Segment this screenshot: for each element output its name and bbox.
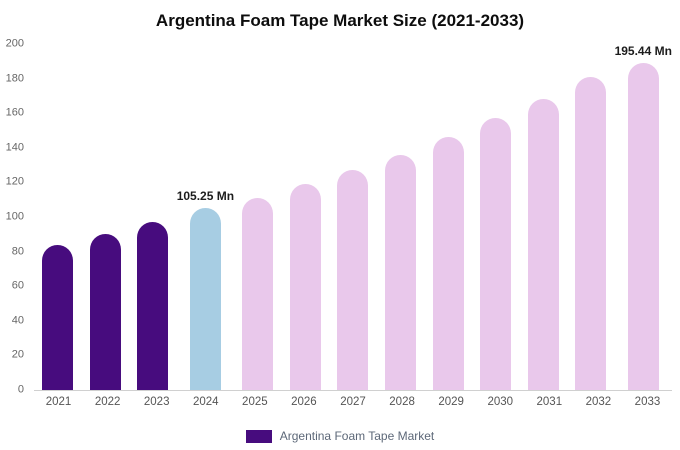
plot-area: 105.25 Mn 195.44 Mn bbox=[34, 44, 672, 391]
x-tick-label-2033: 2033 bbox=[634, 396, 661, 408]
y-tick-label: 60 bbox=[11, 279, 24, 292]
y-axis: 0 20 40 60 80 100 120 140 160 180 200 bbox=[0, 38, 30, 395]
bar-value-label-2024: 105.25 Mn bbox=[176, 188, 235, 203]
bar-column-2028 bbox=[377, 44, 425, 390]
bar-2028 bbox=[385, 154, 417, 390]
legend-label: Argentina Foam Tape Market bbox=[279, 429, 435, 443]
x-tick-label-2021: 2021 bbox=[45, 396, 72, 408]
x-tick-label-2024: 2024 bbox=[192, 396, 219, 408]
y-tick-label: 200 bbox=[5, 37, 24, 50]
x-tick-label-2030: 2030 bbox=[487, 396, 514, 408]
x-tick-label-2032: 2032 bbox=[585, 396, 612, 408]
bar-column-2032 bbox=[567, 44, 615, 390]
chart-title: Argentina Foam Tape Market Size (2021-20… bbox=[155, 11, 525, 30]
y-tick-label: 140 bbox=[5, 141, 24, 154]
bar-2024 bbox=[189, 207, 221, 390]
y-tick-label: 120 bbox=[5, 175, 24, 188]
y-tick-label: 100 bbox=[5, 210, 24, 223]
bar-2022 bbox=[89, 234, 121, 390]
legend-swatch bbox=[245, 429, 272, 443]
bar-value-label-2033: 195.44 Mn bbox=[614, 44, 672, 58]
bar-column-2022 bbox=[82, 44, 130, 390]
y-tick-label: 40 bbox=[11, 314, 24, 327]
x-tick-label-2026: 2026 bbox=[291, 396, 317, 408]
x-tick-label-2028: 2028 bbox=[389, 396, 415, 408]
bar-2027 bbox=[337, 170, 369, 390]
bar-2029 bbox=[432, 137, 464, 390]
bar-2025 bbox=[242, 197, 274, 390]
bar-2031 bbox=[527, 99, 559, 390]
bar-2032 bbox=[575, 76, 607, 390]
x-axis: 2021 2022 2023 2024 2025 2026 2027 2028 2029 2030… bbox=[34, 396, 672, 408]
bar-column-2024: 105.25 Mn bbox=[177, 44, 234, 390]
x-tick-label-2025: 2025 bbox=[242, 396, 268, 408]
y-tick-label: 20 bbox=[11, 348, 24, 361]
y-tick-label: 0 bbox=[17, 383, 24, 396]
bar-column-2026 bbox=[282, 44, 330, 390]
bar-2030 bbox=[480, 118, 512, 390]
y-tick-label: 160 bbox=[5, 106, 24, 119]
legend: Argentina Foam Tape Market bbox=[0, 429, 680, 443]
bar-2033 bbox=[627, 63, 659, 390]
bars-area: 105.25 Mn 195.44 Mn bbox=[34, 44, 672, 390]
bar-column-2031 bbox=[519, 44, 567, 390]
x-tick-label-2022: 2022 bbox=[94, 396, 121, 408]
bar-2021 bbox=[42, 244, 74, 390]
bar-2023 bbox=[137, 222, 169, 390]
bar-column-2029 bbox=[424, 44, 472, 390]
bar-column-2021 bbox=[34, 44, 82, 390]
bar-column-2033: 195.44 Mn bbox=[615, 44, 672, 390]
x-tick-label-2027: 2027 bbox=[340, 396, 366, 408]
y-tick-label: 180 bbox=[5, 72, 24, 85]
bar-column-2023 bbox=[129, 44, 177, 390]
x-tick-label-2029: 2029 bbox=[438, 396, 464, 408]
x-tick-label-2023: 2023 bbox=[143, 396, 170, 408]
bar-column-2027 bbox=[329, 44, 377, 390]
bar-column-2030 bbox=[472, 44, 520, 390]
y-tick-label: 80 bbox=[11, 245, 24, 258]
x-tick-label-2031: 2031 bbox=[536, 396, 563, 408]
bar-column-2025 bbox=[234, 44, 282, 390]
bar-2026 bbox=[289, 184, 321, 390]
